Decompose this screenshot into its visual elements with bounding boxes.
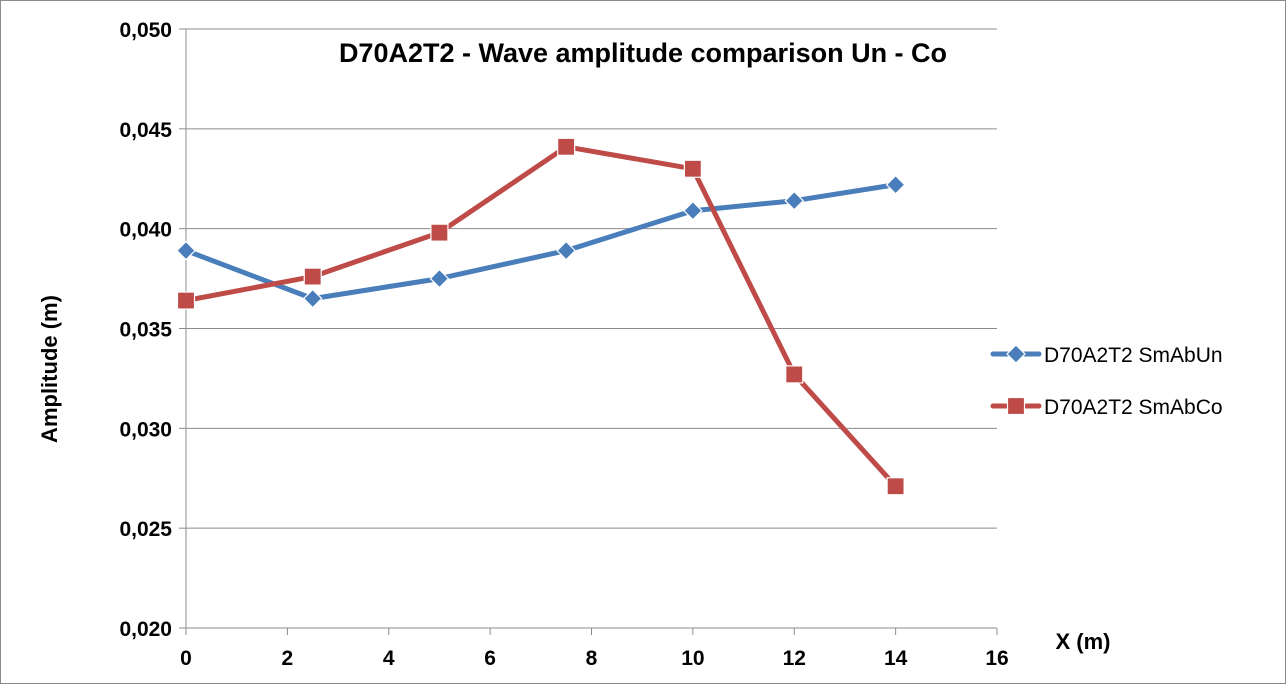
legend-item: D70A2T2 SmAbUn	[990, 344, 1223, 367]
legend-label: D70A2T2 SmAbCo	[1044, 396, 1223, 419]
data-point	[785, 365, 804, 384]
y-tick-label: 0,040	[119, 219, 172, 242]
x-tick-label: 10	[681, 647, 704, 670]
x-axis-title: X (m)	[1056, 629, 1111, 654]
data-point	[429, 268, 450, 289]
legend-swatch-marker	[1006, 396, 1026, 416]
x-tick-label: 0	[180, 647, 192, 670]
y-tick-label: 0,035	[119, 319, 172, 342]
x-tick-label: 14	[884, 647, 908, 670]
x-tick-label: 16	[985, 647, 1008, 670]
x-axis-ticks: 0 2 4 6 8 10 12 14 16	[180, 628, 1009, 670]
chart-title: D70A2T2 - Wave amplitude comparison Un -…	[339, 38, 947, 68]
data-point	[784, 190, 805, 211]
gridlines	[186, 28, 997, 529]
y-axis-ticks: 0,020 0,025 0,030 0,035 0,040 0,045 0,050	[119, 19, 186, 641]
legend-swatch-marker	[1006, 344, 1026, 364]
y-axis-title: Amplitude (m)	[37, 295, 62, 443]
x-tick-label: 4	[383, 647, 395, 670]
y-tick-label: 0,025	[119, 518, 172, 541]
data-point	[683, 159, 702, 178]
x-tick-label: 12	[783, 647, 806, 670]
legend-item: D70A2T2 SmAbCo	[990, 396, 1223, 419]
y-tick-label: 0,020	[119, 618, 172, 641]
data-point	[886, 477, 905, 496]
data-point	[430, 223, 449, 242]
series-2	[176, 137, 905, 496]
y-tick-label: 0,050	[119, 19, 172, 42]
x-tick-label: 2	[282, 647, 294, 670]
legend-label: D70A2T2 SmAbUn	[1044, 344, 1223, 367]
y-tick-label: 0,030	[119, 418, 172, 441]
data-point	[885, 174, 906, 195]
x-tick-label: 8	[586, 647, 598, 670]
data-point	[176, 291, 196, 310]
data-point	[303, 267, 322, 286]
data-point	[683, 200, 703, 221]
data-point	[302, 288, 323, 309]
x-tick-label: 6	[484, 647, 496, 670]
data-point	[557, 137, 576, 156]
data-point	[556, 240, 577, 261]
series-1	[176, 174, 906, 309]
y-tick-label: 0,045	[119, 119, 172, 142]
series-layer	[176, 137, 906, 496]
data-point	[176, 240, 196, 261]
legend: D70A2T2 SmAbUn D70A2T2 SmAbCo	[990, 344, 1223, 419]
